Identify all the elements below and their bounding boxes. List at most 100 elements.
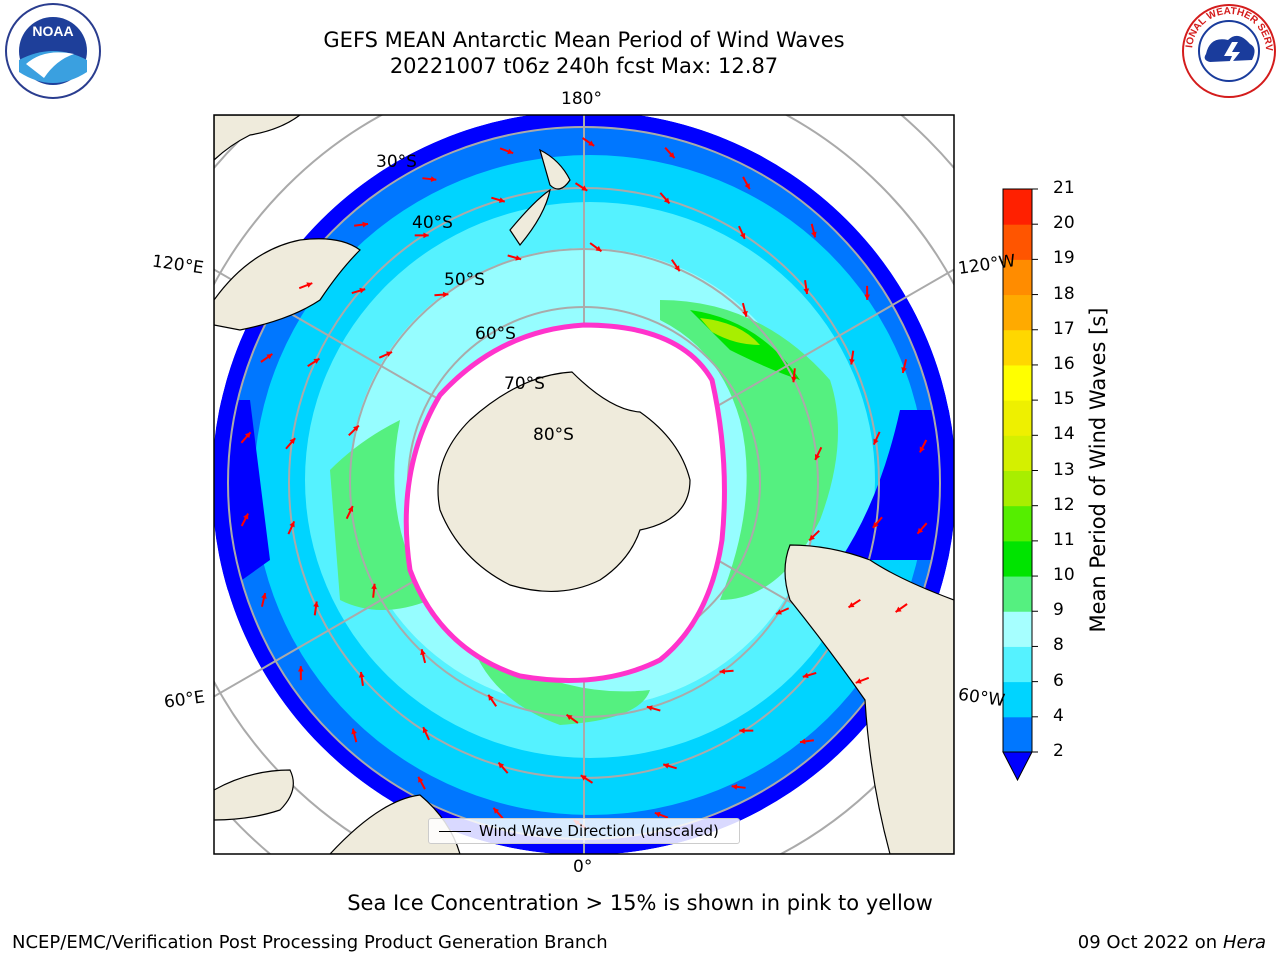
wave-arrow-head <box>814 453 821 460</box>
lat-label-60s: 60°S <box>475 324 516 344</box>
lon-label-180: 180° <box>561 89 602 109</box>
wave-arrow-head <box>289 438 296 445</box>
colorbar-under-arrow <box>1002 751 1033 782</box>
wave-arrow-head <box>420 649 426 656</box>
wave-arrow-head <box>313 358 320 364</box>
footer-host: Hera <box>1222 932 1266 953</box>
colorbar-label: Mean Period of Wind Waves [s] <box>1086 307 1110 633</box>
wave-arrow-head <box>588 140 595 146</box>
wave-arrow-head <box>581 185 588 191</box>
legend-line-swatch <box>439 831 471 832</box>
wave-arrow-head <box>775 609 782 615</box>
colorbar-segment <box>1003 681 1032 718</box>
colorbar-tick-label: 17 <box>1053 318 1075 339</box>
colorbar-segment <box>1003 716 1032 753</box>
wave-arrow-head <box>493 807 500 814</box>
colorbar-tick-label: 18 <box>1053 283 1075 304</box>
wave-arrow-head <box>289 521 295 528</box>
land <box>214 115 954 854</box>
wave-arrow-head <box>243 513 249 520</box>
wave-arrow-head <box>353 425 359 432</box>
colorbar-segment <box>1003 470 1032 507</box>
wave-arrow-head <box>488 694 494 701</box>
wave-arrow-head <box>580 775 587 781</box>
wave-arrow-head <box>731 783 738 790</box>
colorbar-tick-label: 6 <box>1053 670 1064 691</box>
colorbar-tick-label: 16 <box>1053 353 1075 374</box>
wave-arrow-head <box>347 506 354 513</box>
wave-arrow-head <box>802 672 809 679</box>
lat-label-50s: 50°S <box>444 270 485 290</box>
wave-arrow-head <box>313 601 319 608</box>
wave-arrow-head <box>422 727 429 734</box>
wave-arrow-head <box>873 438 879 445</box>
sea-ice-note: Sea Ice Concentration > 15% is shown in … <box>347 891 933 915</box>
colorbar-tick-label: 13 <box>1053 459 1075 480</box>
legend-label: Wind Wave Direction (unscaled) <box>479 822 719 840</box>
wave-arrow-head <box>498 762 505 769</box>
wave-arrow-head <box>371 583 377 590</box>
footer-date: 09 Oct 2022 on Hera <box>1078 932 1266 953</box>
noaa-logo-text: NOAA <box>32 23 73 39</box>
wave-arrow-head <box>803 288 810 295</box>
wave-arrow-head <box>646 705 653 711</box>
noaa-logo: NOAA <box>5 3 101 99</box>
colorbar-segment <box>1003 646 1032 683</box>
wave-arrow-head <box>595 245 602 252</box>
wave-arrow-head <box>566 714 573 721</box>
colorbar-tick-label: 15 <box>1053 389 1075 410</box>
wave-arrow-head <box>306 282 313 288</box>
colorbar <box>1002 188 1038 782</box>
chart-title: GEFS MEAN Antarctic Mean Period of Wind … <box>323 28 845 52</box>
wave-arrow-head <box>261 593 267 599</box>
colorbar-tick-label: 11 <box>1053 529 1075 550</box>
lat-label-30s: 30°S <box>376 152 417 172</box>
wave-arrow-head <box>849 358 855 365</box>
colorbar-tick-label: 14 <box>1053 424 1075 445</box>
wave-arrow-head <box>872 521 879 528</box>
colorbar-tick-label: 2 <box>1053 741 1064 761</box>
wave-arrow-head <box>418 776 424 783</box>
lat-label-80s: 80°S <box>533 425 574 445</box>
wave-arrow-head <box>668 152 675 159</box>
colorbar-segment <box>1003 329 1032 366</box>
colorbar-tick-label: 21 <box>1053 178 1075 198</box>
wave-arrow-head <box>386 351 393 357</box>
wave-arrow-head <box>719 668 726 675</box>
lon-label-0: 0° <box>573 857 593 877</box>
wave-arrow-head <box>855 678 862 684</box>
wave-arrow-head <box>848 602 855 608</box>
wave-arrow-head <box>791 376 797 383</box>
wave-arrow-head <box>297 666 304 672</box>
wave-arrow-head <box>895 606 902 613</box>
footer-credit: NCEP/EMC/Verification Post Processing Pr… <box>12 932 608 953</box>
colorbar-segment <box>1003 259 1032 296</box>
wave-arrow-head <box>244 432 251 439</box>
wave-arrow-head <box>799 738 806 745</box>
wave-arrow-head <box>739 727 745 734</box>
wave-arrow-head <box>809 534 815 541</box>
wave-arrow-head <box>919 446 925 453</box>
colorbar-segment <box>1003 435 1032 471</box>
wind-wave-direction-arrows <box>240 137 928 829</box>
nws-logo: NATIONAL WEATHER SERVICE <box>1180 2 1276 98</box>
colorbar-tick-label: 10 <box>1053 565 1075 586</box>
colorbar-tick-label: 12 <box>1053 494 1075 515</box>
wave-arrow-head <box>362 221 369 228</box>
colorbar-segment <box>1003 540 1032 577</box>
colorbar-tick-label: 20 <box>1053 213 1075 234</box>
wave-arrow-head <box>515 255 522 261</box>
chart-subtitle: 20221007 t06z 240h fcst Max: 12.87 <box>389 54 779 78</box>
wave-arrow-head <box>442 291 449 298</box>
wave-arrow-head <box>864 294 871 300</box>
colorbar-segment <box>1003 400 1032 436</box>
colorbar-segment <box>1003 224 1032 260</box>
wave-arrow-head <box>654 811 661 818</box>
colorbar-tick-label: 8 <box>1053 635 1064 656</box>
wave-arrow-head <box>811 231 817 238</box>
wave-arrow-head <box>742 310 748 317</box>
colorbar-segment <box>1003 364 1032 401</box>
wave-arrow-head <box>507 148 514 155</box>
wave-arrow-head <box>739 232 746 239</box>
